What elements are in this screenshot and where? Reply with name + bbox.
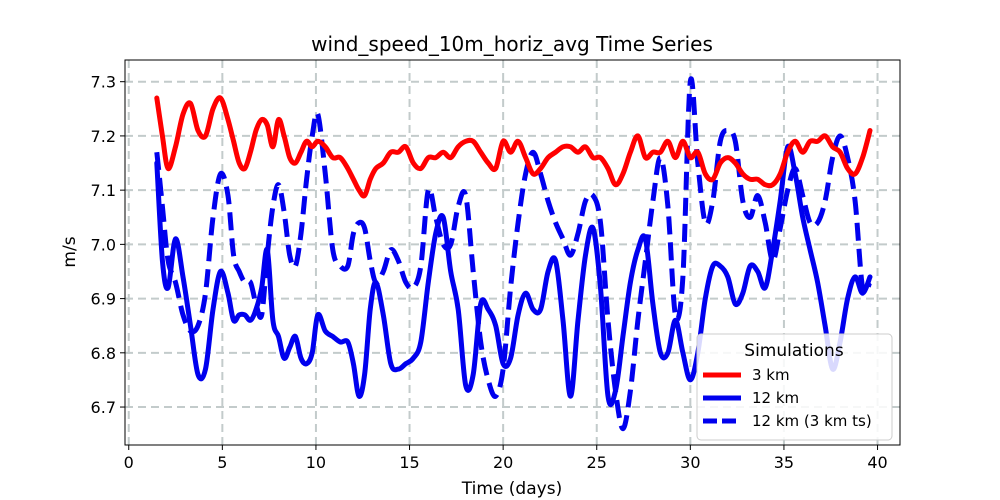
legend-box [696, 333, 893, 441]
x-tick-label: 25 [587, 453, 607, 472]
series-line-3km [154, 95, 873, 199]
axis-ticks: 0 5 10 15 20 25 30 35 40 6.7 6.8 6.9 7.0 7.1 7.2 7.3 [91, 73, 888, 472]
x-tick-label: 20 [493, 453, 513, 472]
plot-frame [124, 59, 901, 446]
x-tick-label: 40 [867, 453, 887, 472]
y-tick-label: 7.0 [91, 235, 116, 254]
x-tick-label: 10 [306, 453, 326, 472]
legend-label-12km-3km-ts: 12 km (3 km ts) [752, 412, 872, 430]
y-tick-label: 6.8 [91, 344, 116, 363]
y-tick-label: 6.7 [91, 398, 116, 417]
y-tick-label: 6.9 [91, 290, 116, 309]
x-tick-label: 30 [680, 453, 700, 472]
legend-title: Simulations [744, 341, 844, 361]
x-tick-label: 35 [774, 453, 794, 472]
y-tick-label: 7.1 [91, 181, 116, 200]
x-tick-label: 15 [399, 453, 419, 472]
series-line-12km [154, 143, 873, 408]
series-layer [154, 76, 873, 432]
chart-title: wind_speed_10m_horiz_avg Time Series [311, 32, 713, 56]
legend: Simulations 3 km 12 km 12 km (3 km ts) [696, 333, 893, 441]
legend-label-3km: 3 km [752, 366, 790, 384]
x-axis-title: Time (days) [461, 479, 562, 499]
y-axis-title: m/s [60, 236, 80, 267]
legend-label-12km: 12 km [752, 389, 799, 407]
y-tick-label: 7.2 [91, 127, 116, 146]
y-tick-label: 7.3 [91, 73, 116, 92]
x-tick-label: 0 [124, 453, 134, 472]
x-tick-label: 5 [217, 453, 227, 472]
